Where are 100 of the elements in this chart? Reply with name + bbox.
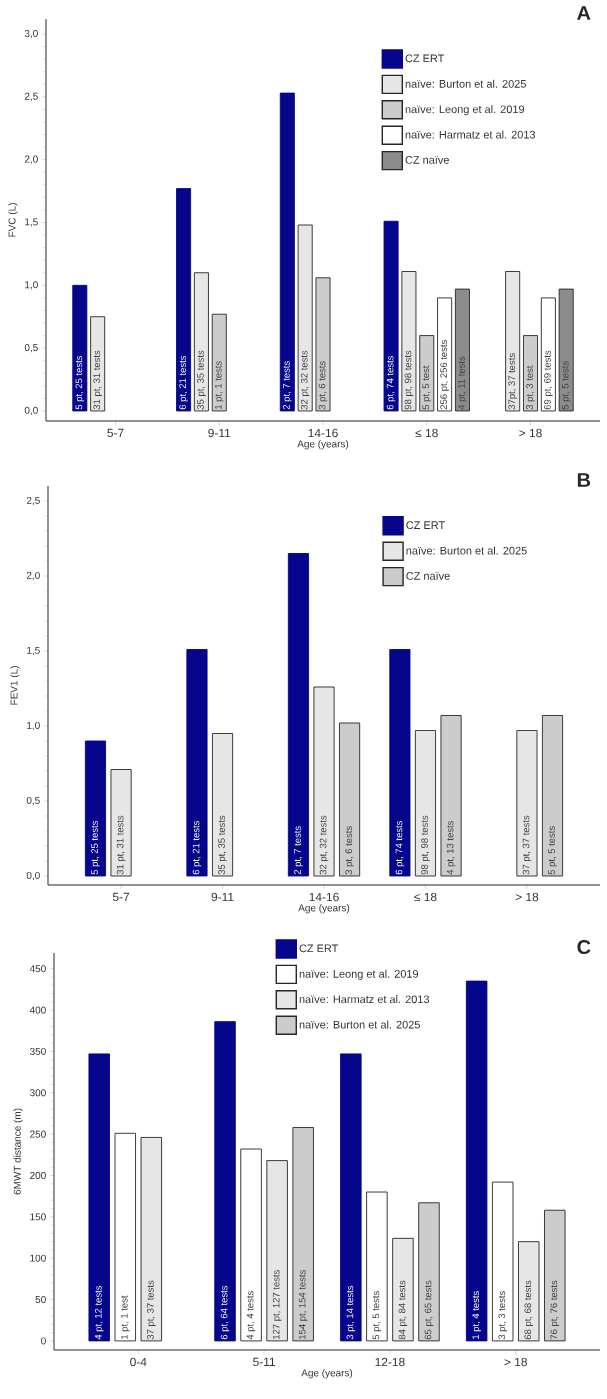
y-tick-label: 1,0: [27, 721, 40, 731]
y-tick-label: 1,0: [25, 281, 38, 290]
annotation: 98 pt, 98 tests: [421, 815, 430, 875]
bar: [389, 649, 411, 877]
bar: [340, 1053, 362, 1342]
bar: [523, 335, 538, 412]
legend-label: CZ naïve: [406, 572, 450, 580]
annotation: 32 pt, 32 tests: [319, 815, 329, 875]
annotation: 2 pt, 7 tests: [294, 826, 303, 875]
bar: [297, 224, 313, 412]
legend-label: naïve: Burton et al. 2025: [405, 79, 526, 88]
annotation: 1 pt, 1 test: [121, 1295, 130, 1339]
legend-label: naïve: Harmatz et al. 2013: [405, 130, 536, 139]
annotation: 5 pt, 25 tests: [91, 820, 100, 875]
bar: [90, 316, 106, 412]
y-tick-label: 450: [29, 965, 46, 973]
bar: [454, 288, 470, 412]
legend-label: naïve: Burton et al. 2025: [299, 1020, 420, 1029]
x-tick-label: 9-11: [211, 892, 234, 902]
annotation: 6 pt, 21 tests: [179, 355, 188, 410]
y-tick-label: 350: [29, 1047, 46, 1055]
bar: [211, 733, 234, 877]
chart-title: B: [577, 473, 591, 487]
bar: [558, 288, 574, 412]
y-tick-label: 400: [29, 1006, 46, 1014]
y-tick-label: 0,0: [26, 871, 40, 881]
annotation: 31 pt, 31 tests: [116, 815, 126, 875]
y-tick-label: 0,0: [24, 406, 38, 416]
bar: [211, 313, 227, 412]
x-tick-label: 0-4: [130, 1357, 147, 1367]
bar: [266, 1160, 288, 1342]
x-tick-label: 5-7: [112, 892, 130, 902]
legend-label: CZ naïve: [405, 156, 449, 164]
bar: [315, 277, 331, 412]
legend-label: naïve: Burton et al. 2025: [406, 546, 527, 555]
legend-label: CZ ERT: [299, 944, 339, 953]
bar: [110, 769, 132, 877]
bar: [465, 980, 488, 1342]
x-axis-title: Age (years): [297, 440, 349, 450]
x-tick-label: 5-7: [107, 428, 124, 438]
x-axis-title: Age (years): [301, 1369, 353, 1379]
x-tick-label: 5-11: [253, 1357, 276, 1367]
annotation: 1 pt, 1 tests: [215, 361, 224, 410]
bar: [176, 188, 192, 412]
annotation: 35 pt, 35 tests: [197, 350, 206, 410]
annotation: 6 pt, 74 tests: [395, 820, 405, 875]
annotation: 3 pt, 14 tests: [346, 1285, 356, 1340]
x-tick-label: 12-18: [375, 1357, 405, 1367]
y-tick-label: 300: [29, 1089, 46, 1097]
annotation: 31 pt, 31 tests: [93, 350, 102, 410]
bar: [392, 1237, 414, 1342]
y-tick-label: 1,5: [25, 218, 38, 227]
annotation: 4 pt, 4 tests: [246, 1291, 256, 1340]
bar: [491, 1181, 514, 1342]
x-tick-label: > 18: [504, 1357, 527, 1367]
annotation: 6 pt, 64 tests: [220, 1285, 230, 1340]
y-tick-label: 200: [30, 1171, 46, 1180]
annotation: 65 pt, 65 tests: [424, 1280, 434, 1340]
annotation: 3 pt, 3 tests: [498, 1291, 507, 1340]
bar: [541, 715, 564, 877]
bar: [313, 686, 335, 877]
annotation: 5 pt, 25 tests: [75, 355, 85, 410]
bar: [240, 1148, 262, 1342]
bar: [140, 1136, 163, 1342]
x-tick-label: 9-11: [208, 428, 231, 438]
bar: [84, 740, 107, 877]
y-tick-label: 2,0: [26, 571, 40, 581]
annotation: 84 pt, 84 tests: [398, 1280, 408, 1340]
annotation: 37pt, 37 tests: [508, 353, 517, 410]
bar: [366, 1191, 388, 1342]
bar: [186, 649, 208, 877]
bar: [292, 1127, 314, 1342]
annotation: 127 pt, 127 tests: [272, 1270, 282, 1339]
bar: [518, 1241, 540, 1342]
annotation: 35 pt, 35 tests: [218, 815, 227, 875]
annotation: 37 pt, 37 tests: [522, 815, 532, 875]
legend-label: naïve: Leong et al. 2019: [405, 105, 525, 116]
bar: [440, 715, 462, 877]
annotation: 5 pt, 5 tests: [548, 826, 557, 875]
annotation: 5 pt, 5 tests: [561, 361, 571, 410]
x-tick-label: 14-16: [308, 428, 338, 438]
y-tick-label: 2,5: [24, 92, 38, 101]
y-tick-label: 100: [30, 1254, 46, 1262]
chart-title: A: [577, 6, 591, 20]
annotation: 3 pt, 6 tests: [345, 826, 354, 875]
y-tick-label: 0: [41, 1337, 46, 1345]
bar: [544, 1209, 566, 1342]
y-axis-title: FEV1 (L): [10, 666, 20, 705]
bar: [505, 271, 521, 412]
bar: [419, 335, 435, 412]
annotation: 5 pt, 5 tests: [372, 1291, 382, 1340]
x-tick-label: 14-16: [309, 892, 339, 902]
legend-label: CZ ERT: [405, 54, 445, 63]
annotation: 69 pt, 69 tests: [544, 350, 553, 410]
bar: [72, 284, 88, 412]
x-tick-label: ≤ 18: [414, 892, 437, 902]
annotation: 37 pt, 37 tests: [147, 1280, 156, 1340]
bar: [88, 1053, 110, 1342]
y-tick-label: 1,5: [27, 646, 40, 656]
bar: [401, 271, 417, 412]
